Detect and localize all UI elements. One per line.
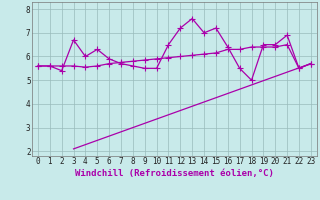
X-axis label: Windchill (Refroidissement éolien,°C): Windchill (Refroidissement éolien,°C) <box>75 169 274 178</box>
